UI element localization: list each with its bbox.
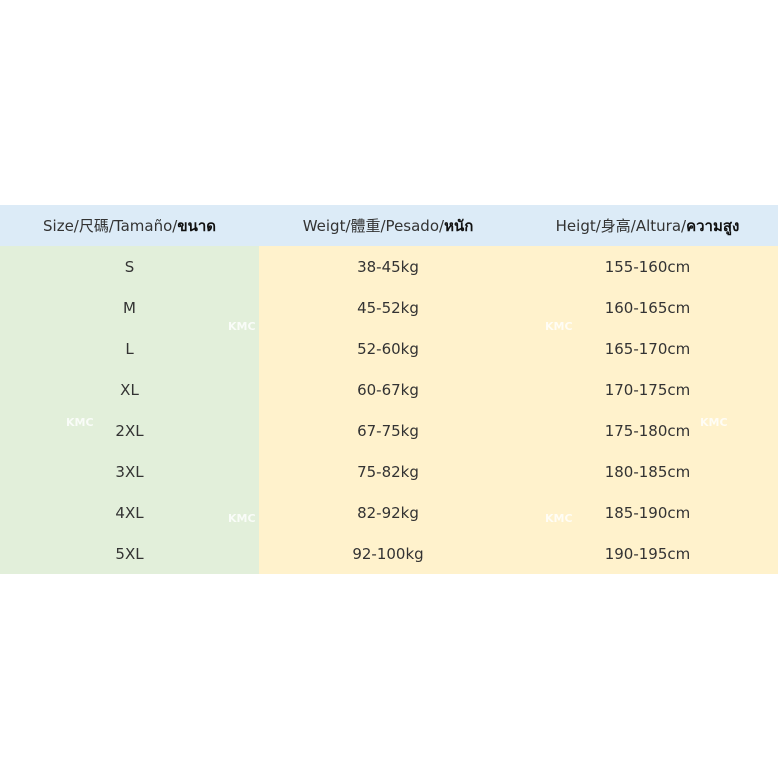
header-thai: หนัก [444,216,474,235]
table-cell: 160-165cm [517,287,778,328]
table-cell: 155-160cm [517,246,778,287]
table-cell: 75-82kg [259,451,517,492]
header-thai: ขนาด [177,216,216,235]
table-cell: 180-185cm [517,451,778,492]
header-text: Heigt/身高/Altura/ [555,216,687,235]
table-cell: 190-195cm [517,533,778,574]
table-cell: 175-180cm [517,410,778,451]
table-cell: 5XL [0,533,259,574]
table-row: 4XL 82-92kg 185-190cm [0,492,778,533]
table-row: XL 60-67kg 170-175cm [0,369,778,410]
table-cell: M [0,287,259,328]
table-cell: 60-67kg [259,369,517,410]
table-row: S 38-45kg 155-160cm [0,246,778,287]
table-cell: 170-175cm [517,369,778,410]
table-cell: 185-190cm [517,492,778,533]
header-text: Weigt/體重/Pesado/ [302,216,445,235]
table-cell: 52-60kg [259,328,517,369]
header-thai: ความสูง [686,216,740,235]
table-cell: 3XL [0,451,259,492]
table-cell: 165-170cm [517,328,778,369]
table-row: 5XL 92-100kg 190-195cm [0,533,778,574]
header-cell: Size/尺碼/Tamaño/ขนาด [0,205,259,246]
table-cell: 2XL [0,410,259,451]
header-text: Size/尺碼/Tamaño/ [43,216,178,235]
header-row: Size/尺碼/Tamaño/ขนาด Weigt/體重/Pesado/หนัก H… [0,205,778,246]
table-cell: 82-92kg [259,492,517,533]
table-cell: S [0,246,259,287]
table-cell: 92-100kg [259,533,517,574]
table-row: 2XL 67-75kg 175-180cm [0,410,778,451]
header-cell: Heigt/身高/Altura/ความสูง [517,205,778,246]
table-cell: L [0,328,259,369]
table-cell: 38-45kg [259,246,517,287]
table-body: S 38-45kg 155-160cm M 45-52kg 160-165cm L 52-60… [0,246,778,574]
table-row: L 52-60kg 165-170cm [0,328,778,369]
table-row: M 45-52kg 160-165cm [0,287,778,328]
table-cell: 67-75kg [259,410,517,451]
table-cell: 45-52kg [259,287,517,328]
table-row: 3XL 75-82kg 180-185cm [0,451,778,492]
table-cell: 4XL [0,492,259,533]
table-cell: XL [0,369,259,410]
header-cell: Weigt/體重/Pesado/หนัก [259,205,517,246]
size-table: Size/尺碼/Tamaño/ขนาด Weigt/體重/Pesado/หนัก H… [0,205,778,574]
